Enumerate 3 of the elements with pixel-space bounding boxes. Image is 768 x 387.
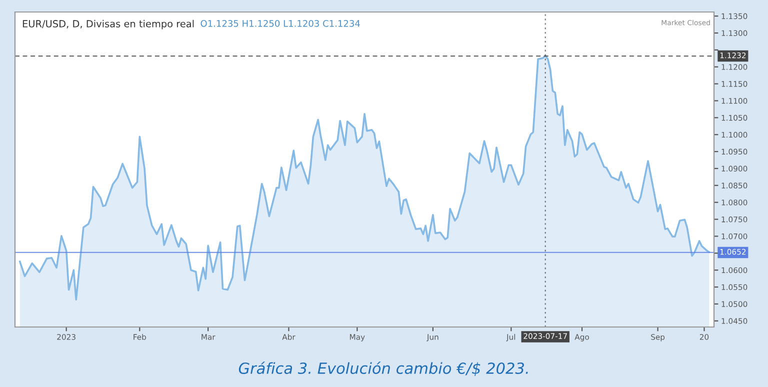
text: Gráfica 3. Evolución cambio €/$ 2023. bbox=[238, 362, 528, 376]
annotation: O1.1235 H1.1250 L1.1203 C1.1234 bbox=[200, 20, 360, 27]
text: EUR/USD, D, Divisas en tiempo real bbox=[22, 20, 194, 30]
